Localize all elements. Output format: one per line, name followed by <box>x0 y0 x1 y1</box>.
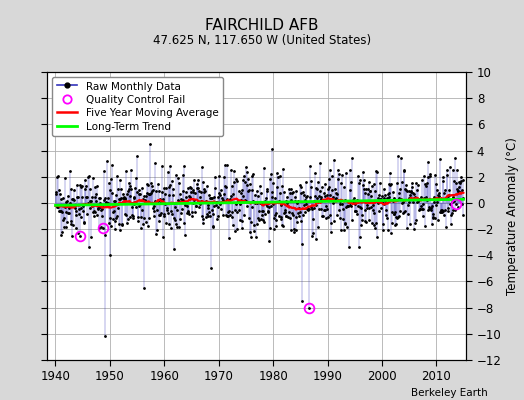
Legend: Raw Monthly Data, Quality Control Fail, Five Year Moving Average, Long-Term Tren: Raw Monthly Data, Quality Control Fail, … <box>52 77 223 136</box>
Y-axis label: Temperature Anomaly (°C): Temperature Anomaly (°C) <box>506 137 519 295</box>
Text: Berkeley Earth: Berkeley Earth <box>411 388 487 398</box>
Text: FAIRCHILD AFB: FAIRCHILD AFB <box>205 18 319 33</box>
Text: 47.625 N, 117.650 W (United States): 47.625 N, 117.650 W (United States) <box>153 34 371 47</box>
